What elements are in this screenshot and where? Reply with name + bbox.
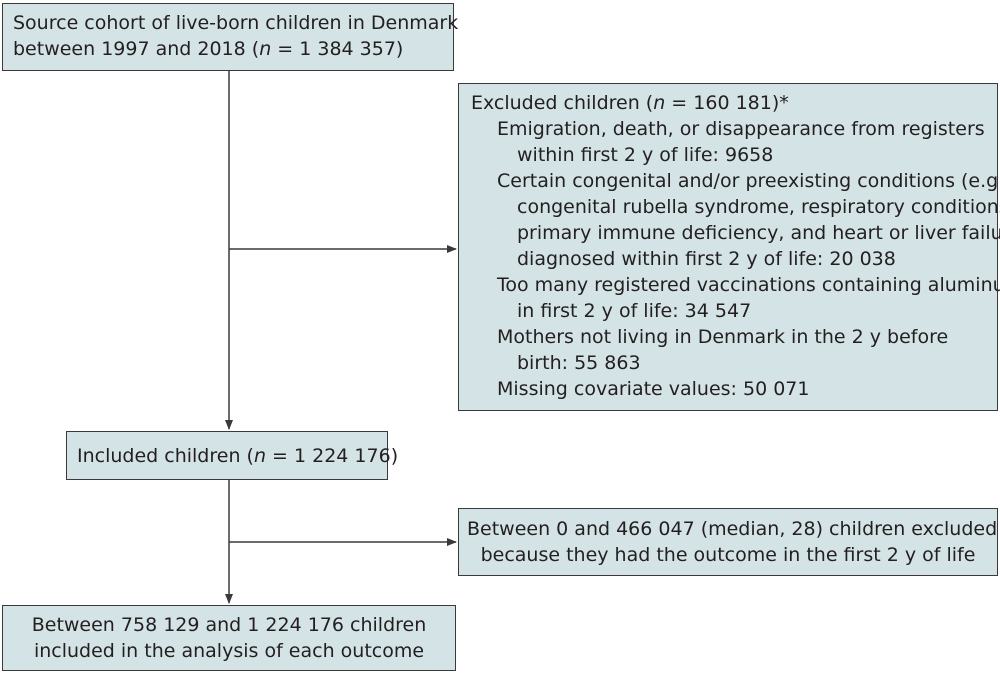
exclusion-reason-line: birth: 55 863 bbox=[517, 352, 641, 374]
n-symbol: n bbox=[259, 38, 272, 60]
source-cohort-box: Source cohort of live-born children in D… bbox=[2, 3, 459, 71]
exclusion-reason-line: congenital rubella syndrome, respiratory… bbox=[517, 196, 1000, 218]
exclusion-reason-line: Emigration, death, or disappearance from… bbox=[497, 118, 985, 140]
exclusion-reason-line: Missing covariate values: 50 071 bbox=[497, 378, 810, 400]
exclusion-reason-line: Too many registered vaccinations contain… bbox=[497, 274, 1000, 296]
included-count: = 1 224 176) bbox=[266, 445, 399, 467]
included-children-label: Included children (n = 1 224 176) bbox=[77, 443, 398, 469]
exclusion-reason-line: in first 2 y of life: 34 547 bbox=[517, 300, 752, 322]
n-symbol: n bbox=[253, 445, 266, 467]
included-children-box: Included children (n = 1 224 176) bbox=[66, 431, 398, 480]
outcome-exclusion-line-1: Between 0 and 466 047 (median, 28) child… bbox=[467, 518, 998, 540]
excluded-count: = 160 181)* bbox=[665, 92, 789, 114]
source-cohort-count: = 1 384 357) bbox=[271, 38, 404, 60]
exclusion-reason-line: within first 2 y of life: 9658 bbox=[517, 144, 774, 166]
exclusion-reason-line: primary immune deficiency, and heart or … bbox=[517, 222, 1000, 244]
exclusion-reason-line: Certain congenital and/or preexisting co… bbox=[497, 170, 1000, 192]
source-cohort-text: between 1997 and 2018 ( bbox=[13, 38, 260, 60]
outcome-exclusion-box: Between 0 and 466 047 (median, 28) child… bbox=[458, 508, 998, 576]
analysis-line-1: Between 758 129 and 1 224 176 children bbox=[31, 614, 427, 636]
excluded-title-text: Excluded children ( bbox=[471, 92, 654, 114]
excluded-children-box: Excluded children (n = 160 181)* Emigrat… bbox=[458, 83, 1000, 411]
source-cohort-line-1: Source cohort of live-born children in D… bbox=[13, 12, 459, 34]
outcome-exclusion-line-2: because they had the outcome in the firs… bbox=[480, 544, 976, 566]
excluded-title: Excluded children (n = 160 181)* bbox=[471, 90, 987, 116]
source-cohort-line-2: between 1997 and 2018 (n = 1 384 357) bbox=[13, 36, 443, 62]
included-text: Included children ( bbox=[77, 445, 254, 467]
exclusion-reason-line: Mothers not living in Denmark in the 2 y… bbox=[497, 326, 949, 348]
analysis-box: Between 758 129 and 1 224 176 children i… bbox=[2, 605, 456, 671]
exclusion-reason-line: diagnosed within first 2 y of life: 20 0… bbox=[517, 248, 896, 270]
analysis-line-2: included in the analysis of each outcome bbox=[33, 640, 425, 662]
n-symbol: n bbox=[653, 92, 666, 114]
